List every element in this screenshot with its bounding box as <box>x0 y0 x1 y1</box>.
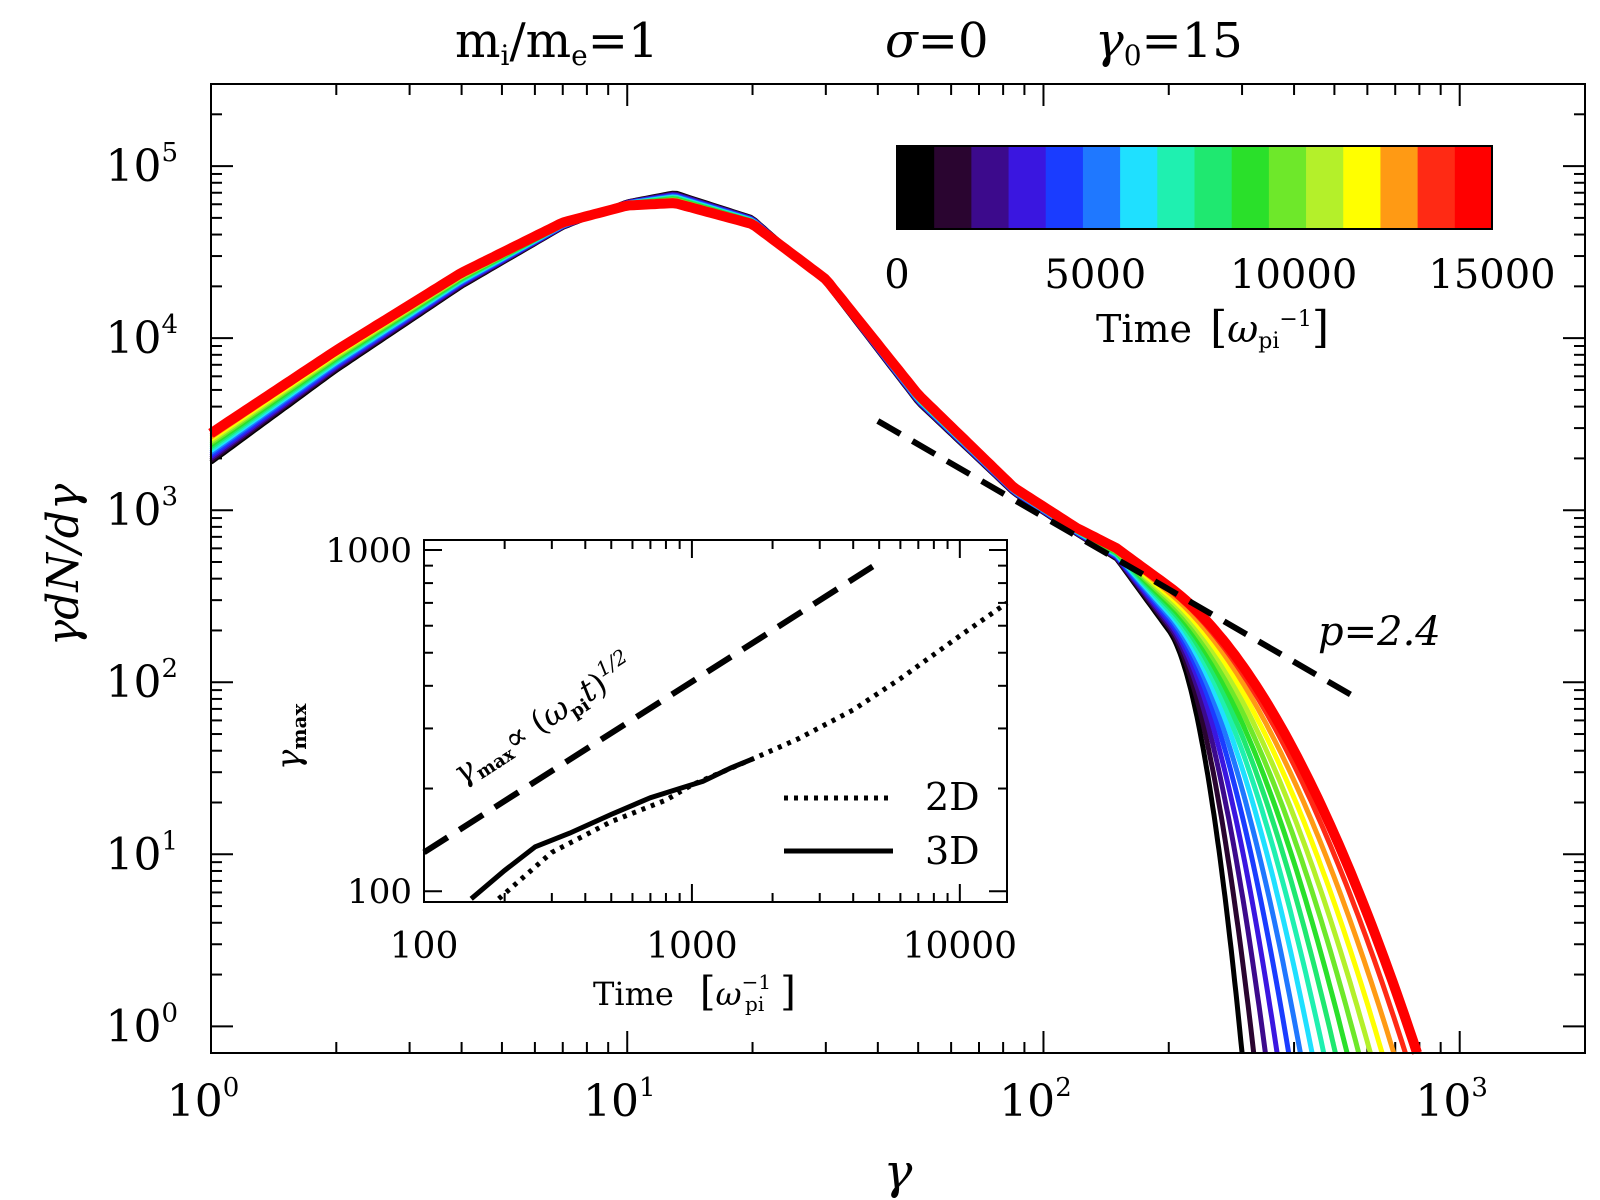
inset-legend: 2D 3D <box>784 775 980 873</box>
colorbar-segment <box>971 146 1010 229</box>
colorbar-segment <box>897 146 935 229</box>
colorbar-segment <box>1157 146 1196 229</box>
x-tick-label: 101 <box>583 1073 656 1127</box>
colorbar-segment <box>1454 146 1493 229</box>
colorbar-tick-label: 15000 <box>1428 252 1555 298</box>
spectrum-line-t15000 <box>208 198 1422 1055</box>
y-tick-label: 105 <box>105 138 178 192</box>
colorbar-segment <box>1082 146 1121 229</box>
colorbar-label: Time [ωpi−1] <box>1096 302 1329 354</box>
x-tick-label: 102 <box>999 1073 1072 1127</box>
main-plot-frame <box>210 83 1586 1054</box>
powerlaw-label: p=2.4 <box>1318 609 1441 655</box>
inset-series-group <box>422 559 1009 901</box>
legend-2d-label: 2D <box>925 775 980 819</box>
colorbar-tick-label: 5000 <box>1044 252 1146 298</box>
colorbar-segment <box>1120 146 1158 229</box>
inset-x-tick-label: 10000 <box>903 926 1018 967</box>
inset-frame <box>423 539 1008 903</box>
colorbar-tick-label: 10000 <box>1230 252 1357 298</box>
colorbar-segment <box>1306 146 1344 229</box>
colorbar-segment <box>1268 146 1307 229</box>
colorbar-tick-label: 0 <box>884 252 909 298</box>
legend-3d-label: 3D <box>925 829 980 873</box>
inset-line-3D <box>469 756 755 901</box>
chart-title: mi/me=1 σ=0 γ0=15 <box>455 13 1243 72</box>
main-axis-ticks: 100 101 102 103 100 101 102 103 104 105 <box>105 83 1586 1127</box>
inset-background <box>424 540 1007 902</box>
inset-y-label: γmax <box>269 703 311 770</box>
colorbar: 0 5000 10000 15000 <box>884 146 1556 298</box>
colorbar-frame <box>896 145 1493 230</box>
colorbar-segment <box>1343 146 1382 229</box>
colorbar-segment <box>1008 146 1047 229</box>
inset-x-tick-label: 100 <box>390 926 459 967</box>
y-tick-label: 103 <box>105 482 178 536</box>
inset-y-tick-label: 100 <box>347 872 412 912</box>
y-axis-label: γdN/dγ <box>38 483 89 646</box>
colorbar-segment <box>1045 146 1084 229</box>
inset-scaling-line <box>422 559 881 855</box>
inset-x-label: Time [ω−1 pi] <box>593 969 796 1016</box>
inset-x-tick-label: 1000 <box>646 926 738 967</box>
colorbar-segment <box>1194 146 1233 229</box>
inset-y-tick-label: 1000 <box>325 531 412 571</box>
x-axis-label: γ <box>884 1144 913 1200</box>
x-tick-label: 100 <box>167 1073 240 1127</box>
powerlaw-fit-line <box>876 418 1357 700</box>
colorbar-segment <box>1231 146 1270 229</box>
spectrum-series-group <box>208 190 1422 1055</box>
y-tick-label: 102 <box>105 654 178 708</box>
colorbar-segment <box>1417 146 1456 229</box>
y-tick-label: 101 <box>105 826 178 880</box>
x-tick-label: 103 <box>1415 1073 1488 1127</box>
y-tick-label: 104 <box>105 310 178 364</box>
colorbar-segment <box>1380 146 1419 229</box>
colorbar-segment <box>934 146 972 229</box>
y-tick-label: 100 <box>105 998 178 1052</box>
